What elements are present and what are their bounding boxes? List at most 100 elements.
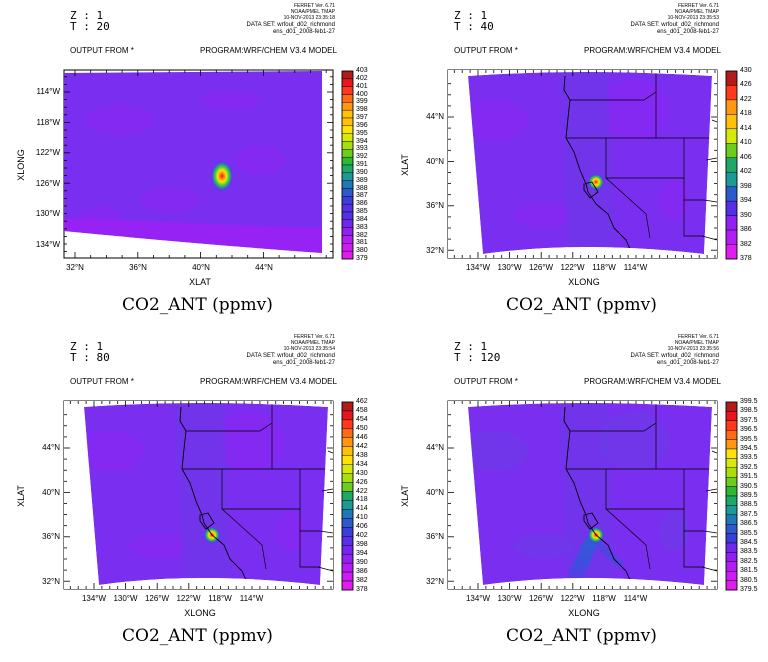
colorbar-label: 379: [356, 255, 368, 262]
colorbar-label: 426: [740, 81, 752, 89]
colorbar-label: 380: [356, 247, 368, 255]
map-plot: [63, 69, 354, 260]
colorbar-segment: [341, 149, 354, 158]
colorbar-segment: [725, 458, 738, 469]
colorbar-segment: [341, 509, 354, 519]
colorbar-segment: [341, 70, 354, 80]
state-border: [186, 422, 273, 432]
colorbar-label: 454: [356, 415, 368, 423]
colorbar-label: 386: [356, 568, 368, 576]
x-tick-label: 32°N: [66, 263, 84, 272]
emission-hotspot: [588, 174, 604, 190]
field-texture-patch: [459, 100, 529, 140]
y-tick-label: 126°W: [35, 178, 60, 188]
colorbar-segment: [341, 188, 354, 197]
state-border: [321, 488, 334, 492]
coastline: [179, 406, 251, 590]
coastline: [563, 75, 635, 259]
colorbar-segment: [725, 570, 738, 581]
colorbar-label: 391: [356, 161, 368, 168]
colorbar-label: 383: [356, 223, 368, 231]
plume: [560, 529, 598, 589]
colorbar-segment: [341, 419, 354, 430]
map-plot: [63, 400, 354, 591]
colorbar-label: 422: [740, 95, 752, 103]
colorbar-segment: [341, 125, 354, 134]
panel-caption: CO2_ANT (ppmv): [122, 626, 273, 646]
colorbar-label: 394.5: [740, 445, 758, 452]
colorbar-segment: [725, 244, 738, 260]
y-tick-label: 32°N: [42, 576, 60, 586]
colorbar-segment: [341, 109, 354, 119]
state-border: [711, 450, 718, 454]
colorbar-segment: [725, 476, 738, 487]
colorbar-segment: [725, 70, 738, 86]
map-plot: [447, 69, 738, 260]
colorbar-label: 390: [356, 559, 368, 567]
colorbar-label: 381: [356, 239, 368, 247]
coastline: [199, 512, 215, 530]
ferret-info-line: 10-NOV-2013 23:35:53: [667, 15, 719, 21]
x-tick-label: 126°W: [528, 263, 554, 272]
x-tick-label: 126°W: [528, 594, 554, 603]
colorbar-segment: [725, 215, 738, 231]
y-tick-label: 122°W: [35, 148, 60, 157]
z-label: Z : 1: [454, 340, 488, 353]
ferret-info-line: 10-NOV-2013 23:35:18: [283, 15, 335, 21]
z-label: Z : 1: [70, 340, 104, 353]
colorbar-label: 382: [740, 240, 752, 248]
colorbar-segment: [341, 500, 354, 510]
ferret-info-line: 10-NOV-2013 23:35:54: [283, 346, 335, 352]
colorbar-label: 393: [356, 145, 368, 153]
colorbar-frame: [725, 401, 738, 591]
dataset-info-line: DATA SET: wrfout_d02_richmond: [630, 353, 720, 359]
colorbar-segment: [341, 428, 354, 439]
output-from-label: OUTPUT FROM *: [70, 46, 134, 55]
x-axis-title: XLAT: [189, 277, 211, 287]
colorbar-segment: [725, 486, 738, 497]
x-tick-label: 118°W: [208, 594, 232, 603]
colorbar-label: 402: [356, 74, 368, 82]
colorbar-segment: [725, 514, 738, 525]
colorbar-label: 394: [356, 137, 368, 145]
coastline: [583, 512, 599, 530]
y-axis-title: XLAT: [16, 485, 26, 507]
t-label: T : 120: [454, 351, 501, 364]
colorbar-segment: [725, 411, 738, 422]
colorbar-segment: [725, 229, 738, 245]
colorbar-segment: [341, 410, 354, 421]
colorbar-label: 384: [356, 215, 368, 223]
colorbar-label: 406: [356, 523, 368, 531]
field-texture-patch: [140, 187, 200, 213]
state-border: [703, 530, 718, 534]
colorbar-label: 386: [356, 200, 368, 208]
colorbar-segment: [341, 473, 354, 483]
y-tick-label: 36°N: [426, 532, 444, 541]
ferret-info-line: NOAA/PMEL TMAP: [290, 340, 335, 346]
field-texture-patch: [514, 533, 574, 559]
colorbar-segment: [341, 117, 354, 127]
colorbar-label: 398: [356, 541, 368, 549]
state-border: [683, 200, 704, 237]
colorbar-segment: [725, 172, 738, 187]
colorbar-label: 397.5: [740, 416, 758, 424]
output-from-label: OUTPUT FROM *: [70, 377, 134, 386]
colorbar-label: 389.5: [740, 492, 758, 499]
z-label: Z : 1: [70, 9, 104, 22]
colorbar-segment: [725, 495, 738, 506]
colorbar-segment: [341, 78, 354, 87]
colorbar-segment: [341, 172, 354, 181]
colorbar-label: 395.5: [740, 435, 758, 443]
colorbar-label: 399: [356, 98, 368, 106]
state-border: [570, 422, 657, 432]
dataset-info-line: ens_d01_2008-feb1-27: [656, 360, 719, 366]
colorbar-segment: [341, 94, 354, 103]
map-plot: [447, 400, 738, 591]
colorbar-segment: [725, 439, 738, 450]
colorbar-segment: [725, 467, 738, 478]
output-from-label: OUTPUT FROM *: [454, 46, 518, 55]
colorbar-label: 410: [356, 514, 368, 522]
colorbar-segment: [341, 250, 354, 260]
